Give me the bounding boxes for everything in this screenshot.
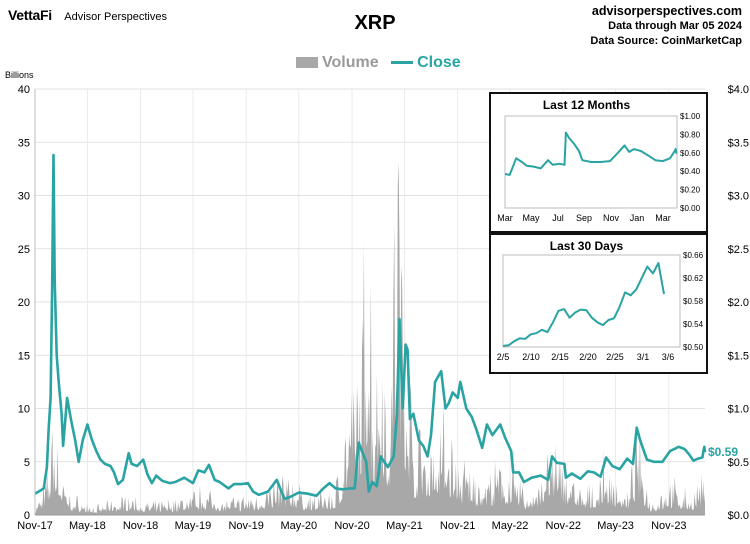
left-axis-tick-label: 0: [24, 510, 30, 522]
inset-12-months-x-tick-label: Jul: [552, 213, 564, 223]
brand-subtitle: Advisor Perspectives: [64, 11, 167, 23]
inset-30-days: Last 30 Days $0.66 $0.62 $0.58 $0.54 $0.50 2/5…: [489, 233, 708, 374]
x-axis-tick-label: Nov-19: [228, 520, 263, 532]
left-axis-unit: Billions: [5, 70, 34, 80]
inset-30-days-title: Last 30 Days: [550, 239, 624, 253]
left-axis-tick-label: 15: [18, 350, 30, 362]
inset-30-days-x-tick-label: 2/5: [497, 352, 510, 362]
left-axis-tick-label: 25: [18, 244, 30, 256]
inset-30-days-y-tick-label: $0.66: [683, 251, 704, 260]
inset-12-months-x-tick-label: Jan: [630, 213, 645, 223]
brand-name: VettaFi: [8, 7, 52, 23]
legend-volume-swatch: [296, 57, 318, 69]
inset-12-months-y-tick-label: $1.00: [680, 112, 701, 121]
x-axis-tick-label: May-21: [386, 520, 423, 532]
x-axis-tick-label: Nov-22: [546, 520, 581, 532]
right-axis-tick-label: $1.0: [728, 404, 749, 416]
x-axis-tick-label: Nov-23: [651, 520, 686, 532]
inset-12-months-y-tick-label: $0.20: [680, 186, 701, 195]
left-axis-tick-label: 10: [18, 404, 30, 416]
x-axis-tick-label: May-18: [69, 520, 106, 532]
right-axis-tick-label: $2.0: [728, 297, 749, 309]
x-axis-tick-label: May-19: [175, 520, 212, 532]
inset-30-days-y-tick-label: $0.54: [683, 320, 704, 329]
x-axis-tick-label: Nov-21: [440, 520, 475, 532]
inset-30-days-x-tick-label: 2/25: [606, 352, 624, 362]
right-axis-tick-label: $3.5: [728, 137, 749, 149]
inset-30-days-frame: [489, 233, 708, 374]
inset-30-days-x-tick-label: 3/1: [637, 352, 650, 362]
legend-close-label: Close: [417, 54, 461, 71]
inset-30-days-y-tick-label: $0.62: [683, 274, 704, 283]
inset-30-days-y-tick-label: $0.50: [683, 343, 704, 352]
x-axis-tick-label: May-23: [597, 520, 634, 532]
brand-logo: VettaFi Advisor Perspectives: [8, 7, 167, 25]
inset-12-months-plot-area: [504, 115, 678, 209]
inset-12-months-x-tick-label: Mar: [497, 213, 513, 223]
inset-30-days-close-line: [502, 262, 665, 347]
x-axis-tick-label: Nov-18: [123, 520, 158, 532]
x-axis-tick-label: Nov-20: [334, 520, 369, 532]
inset-30-days-x-tick-label: 2/10: [522, 352, 540, 362]
right-axis-tick-label: $2.5: [728, 244, 749, 256]
close-price-line: [34, 153, 707, 501]
x-axis-tick-label: May-20: [280, 520, 317, 532]
inset-12-months-y-tick-label: $0.60: [680, 149, 701, 158]
volume-area: [35, 162, 705, 515]
right-axis-tick-label: $0.0: [728, 510, 749, 522]
inset-12-months-x-tick-label: May: [522, 213, 540, 223]
x-axis-tick-label: Nov-17: [17, 520, 52, 532]
data-through: Data through Mar 05 2024: [608, 20, 742, 32]
inset-12-months-close-line: [504, 131, 678, 176]
data-source: Data Source: CoinMarketCap: [590, 35, 742, 47]
source-site: advisorperspectives.com: [591, 4, 742, 18]
left-axis-tick-label: 5: [24, 457, 30, 469]
inset-30-days-x-tick-label: 3/6: [662, 352, 675, 362]
inset-12-months-x-tick-label: Mar: [655, 213, 671, 223]
left-axis-tick-label: 35: [18, 137, 30, 149]
inset-30-days-x-tick-label: 2/15: [551, 352, 569, 362]
last-value-label: $0.59: [708, 445, 738, 459]
right-axis-tick-label: $4.0: [728, 84, 749, 96]
inset-12-months-y-tick-label: $0.40: [680, 167, 701, 176]
chart-title: XRP: [354, 12, 396, 34]
left-axis-tick-label: 30: [18, 191, 30, 203]
inset-30-days-y-tick-label: $0.58: [683, 297, 704, 306]
inset-30-days-plot-area: [502, 254, 681, 348]
source-block: advisorperspectives.com Data through Mar…: [590, 4, 742, 49]
legend-close-swatch: [391, 61, 414, 65]
right-axis-tick-label: $1.5: [728, 350, 749, 362]
legend-volume-label: Volume: [322, 54, 379, 71]
inset-12-months-x-tick-label: Sep: [576, 213, 592, 223]
left-axis-tick-label: 20: [18, 297, 30, 309]
inset-30-days-x-tick-label: 2/20: [579, 352, 597, 362]
inset-12-months-x-tick-label: Nov: [603, 213, 620, 223]
inset-12-months: Last 12 Months $1.00 $0.80 $0.60 $0.40 $0.20 $…: [489, 92, 708, 233]
x-axis-tick-label: May-22: [492, 520, 529, 532]
inset-12-months-y-tick-label: $0.80: [680, 130, 701, 139]
right-axis-tick-label: $3.0: [728, 191, 749, 203]
right-axis-tick-label: $0.5: [728, 457, 749, 469]
left-axis-tick-label: 40: [18, 84, 30, 96]
inset-12-months-y-tick-label: $0.00: [680, 204, 701, 213]
inset-12-months-title: Last 12 Months: [543, 98, 631, 112]
legend: Volume Close: [296, 54, 461, 72]
